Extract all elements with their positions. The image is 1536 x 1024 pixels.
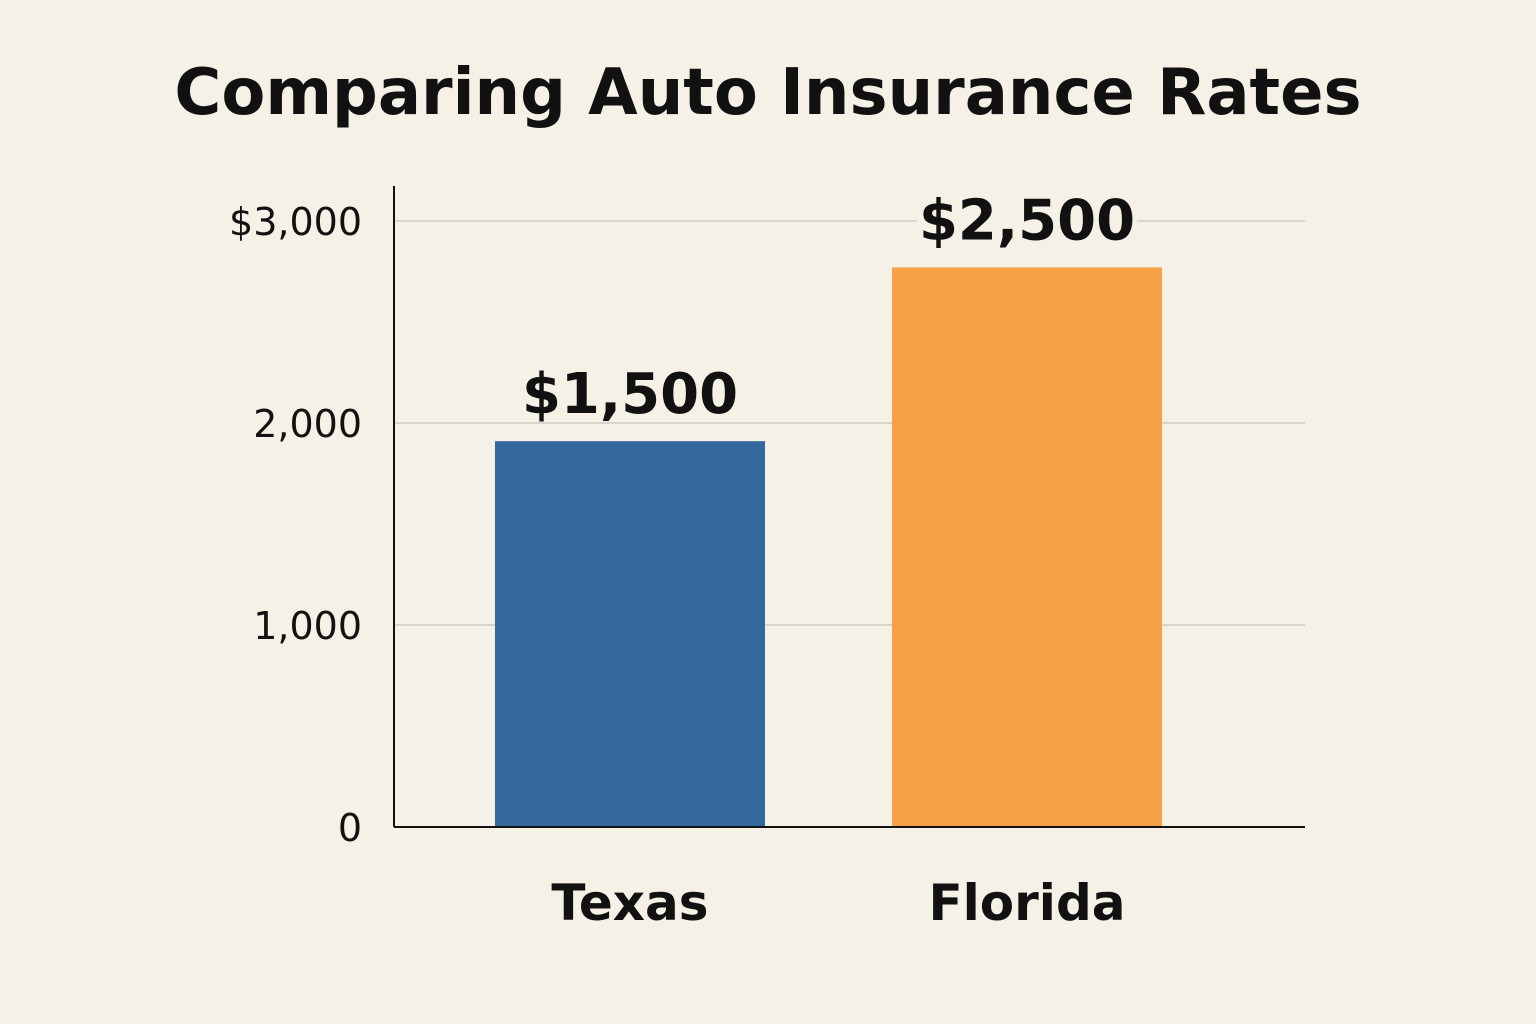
y-tick-label: 0	[338, 806, 362, 850]
x-category-label: Florida	[929, 874, 1126, 932]
y-tick-label: $3,000	[229, 200, 362, 244]
chart-title: Comparing Auto Insurance Rates	[174, 56, 1361, 130]
data-label-backdrop	[917, 187, 1137, 248]
y-tick-label: 1,000	[253, 604, 362, 648]
data-label: $1,500	[522, 362, 738, 427]
x-category-label: Texas	[551, 874, 708, 932]
data-label-backdrop	[520, 361, 740, 422]
y-tick-label: 2,000	[253, 402, 362, 446]
bar-florida	[892, 267, 1162, 828]
bar-texas	[495, 441, 765, 827]
data-label: $2,500	[919, 188, 1135, 253]
